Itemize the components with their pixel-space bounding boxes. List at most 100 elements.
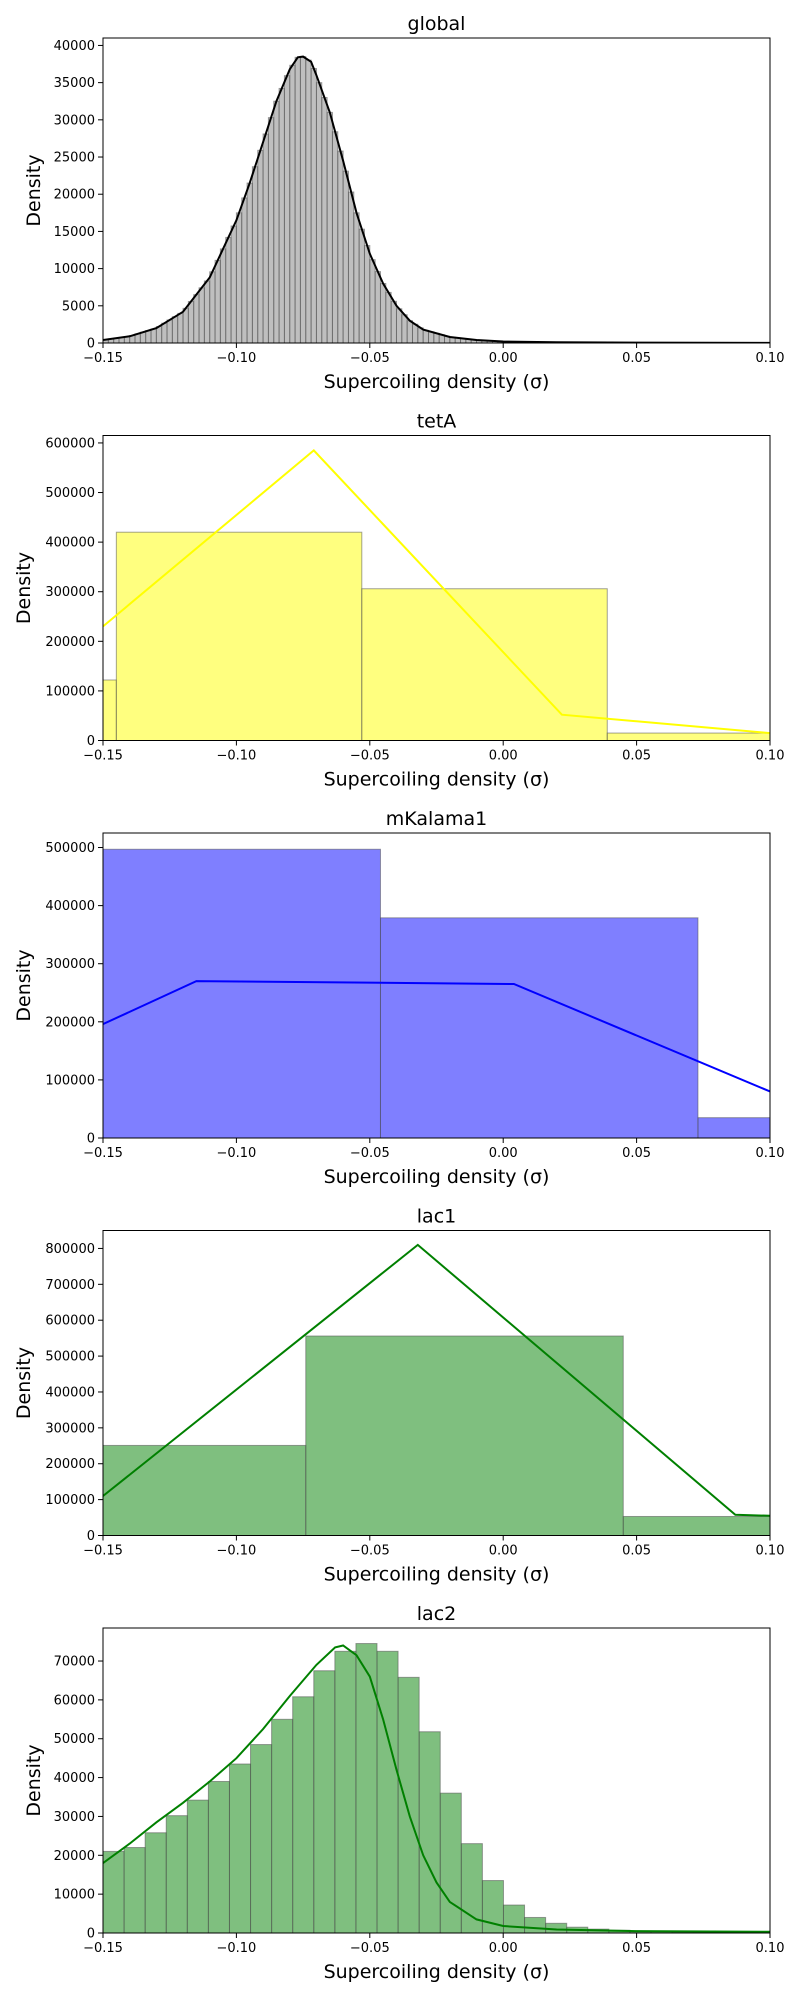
histogram-bar <box>166 319 173 343</box>
histogram-bar <box>379 917 699 1138</box>
histogram-bar <box>524 1916 547 1933</box>
x-tick-label: −0.05 <box>350 1544 390 1559</box>
y-tick-label: 25000 <box>54 151 95 166</box>
axes-frame <box>102 832 771 1139</box>
histogram-bar <box>187 300 195 343</box>
histogram-bar <box>363 245 371 343</box>
histogram-bar <box>379 282 387 343</box>
x-tick-label: −0.05 <box>350 351 390 366</box>
axes-frame <box>102 435 771 741</box>
y-tick-label: 400000 <box>45 1385 95 1400</box>
histogram-bar <box>326 111 333 343</box>
x-axis-label: Supercoiling density (σ) <box>324 1564 550 1586</box>
histogram-bar <box>294 56 301 343</box>
y-tick-label: 600000 <box>45 1314 95 1329</box>
y-tick-label: 0 <box>87 1529 95 1544</box>
y-tick-label: 20000 <box>54 188 95 203</box>
histogram-bar <box>193 294 200 343</box>
y-tick-label: 700000 <box>45 1278 95 1293</box>
plot-area <box>103 1643 770 1933</box>
histogram-bar <box>267 117 275 343</box>
histogram-bar <box>313 1670 336 1933</box>
y-tick-label: 500000 <box>45 841 95 856</box>
histogram-bar <box>103 1444 307 1536</box>
histogram-bar <box>219 248 227 343</box>
y-tick-label: 10000 <box>54 1888 95 1903</box>
x-tick-label: 0.10 <box>756 1146 785 1161</box>
histogram-bar <box>305 1335 624 1536</box>
histogram-bar <box>241 197 248 343</box>
x-tick-label: −0.10 <box>216 1544 256 1559</box>
histogram-bar <box>273 100 280 343</box>
histogram-bar <box>186 1799 209 1933</box>
x-tick-label: 0.10 <box>756 1544 785 1559</box>
histogram-bar <box>353 212 360 343</box>
histogram-bar <box>246 182 253 343</box>
x-tick-label: −0.15 <box>83 1941 123 1956</box>
y-tick-label: 500000 <box>45 486 95 501</box>
histogram-bar <box>422 329 429 343</box>
histogram-bar <box>439 1792 462 1933</box>
x-tick-label: 0.05 <box>622 1146 651 1161</box>
histogram-bar <box>214 259 221 343</box>
y-tick-label: 35000 <box>54 76 95 91</box>
histogram-bar <box>292 1696 315 1933</box>
y-tick-label: 100000 <box>45 1073 95 1088</box>
histogram-bar <box>418 1731 441 1933</box>
histogram-bar <box>155 325 163 343</box>
histogram-bar <box>395 308 403 343</box>
y-tick-label: 30000 <box>54 1810 95 1825</box>
x-tick-label: 0.05 <box>622 1544 651 1559</box>
kde-curve <box>103 980 770 1093</box>
histogram-bar <box>161 322 168 343</box>
y-tick-label: 300000 <box>45 957 95 972</box>
x-tick-label: −0.05 <box>350 1146 390 1161</box>
histogram-bar <box>250 1744 273 1933</box>
histogram-bar <box>235 212 243 343</box>
plot-area <box>103 449 770 741</box>
chart-title: tetA <box>417 411 457 433</box>
histogram-bar <box>358 228 365 343</box>
histogram-bar <box>257 149 264 343</box>
y-tick-label: 0 <box>87 1132 95 1147</box>
y-tick-label: 30000 <box>54 113 95 128</box>
plot-area <box>103 848 770 1138</box>
x-axis-label: Supercoiling density (σ) <box>324 769 550 791</box>
histogram-bar <box>334 1650 357 1933</box>
y-tick-label: 600000 <box>45 436 95 451</box>
x-tick-label: −0.15 <box>83 1146 123 1161</box>
histogram-bar <box>406 320 413 343</box>
y-tick-label: 100000 <box>45 684 95 699</box>
y-axis-label: Density <box>13 949 35 1021</box>
y-tick-label: 20000 <box>54 1849 95 1864</box>
axes-frame <box>102 1230 771 1536</box>
x-axis-label: Supercoiling density (σ) <box>324 1166 550 1188</box>
y-tick-label: 800000 <box>45 1242 95 1257</box>
y-tick-label: 100000 <box>45 1493 95 1508</box>
histogram-bar <box>411 323 419 343</box>
y-tick-label: 0 <box>87 337 95 352</box>
y-axis-label: Density <box>13 552 35 624</box>
histogram-bar <box>115 531 363 741</box>
x-tick-label: −0.10 <box>216 1146 256 1161</box>
y-axis-label: Density <box>13 1347 35 1419</box>
histogram-bar <box>606 732 770 741</box>
chart-title: global <box>408 13 466 35</box>
y-tick-label: 500000 <box>45 1350 95 1365</box>
histogram-bar <box>209 271 216 343</box>
y-tick-label: 70000 <box>54 1655 95 1670</box>
y-tick-label: 300000 <box>45 1421 95 1436</box>
histogram-bar <box>278 87 285 343</box>
histogram-bar <box>198 287 205 343</box>
histogram-bar <box>299 56 307 343</box>
histogram-bar <box>177 312 184 343</box>
y-tick-label: 400000 <box>45 899 95 914</box>
histogram-bar <box>369 259 376 343</box>
histogram-bar <box>374 271 381 343</box>
histogram-bar <box>397 1676 420 1933</box>
chart-0: −0.15 −0.10 −0.05 0.00 0.05 0.10 0 5000 10000 150… <box>23 13 784 393</box>
y-tick-label: 5000 <box>62 299 95 314</box>
chart-title: lac2 <box>417 1603 456 1625</box>
x-tick-label: 0.00 <box>489 749 518 764</box>
x-axis-label: Supercoiling density (σ) <box>324 371 550 393</box>
